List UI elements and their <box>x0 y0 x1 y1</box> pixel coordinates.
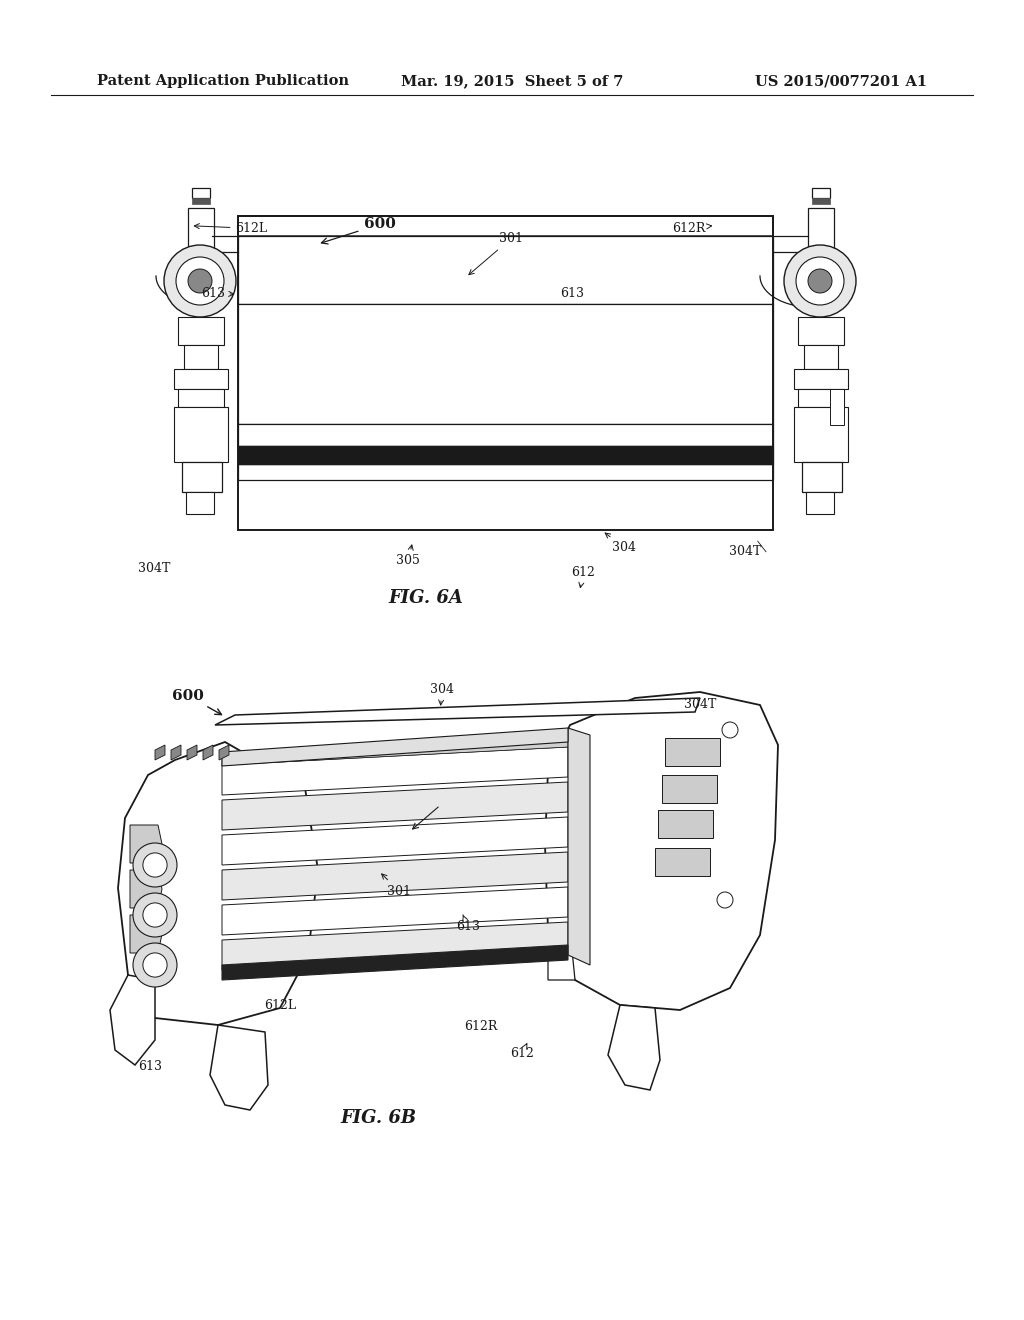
Text: 613: 613 <box>201 286 233 300</box>
Bar <box>808 209 834 263</box>
Circle shape <box>717 892 733 908</box>
Polygon shape <box>608 1005 660 1090</box>
Circle shape <box>188 269 212 293</box>
Polygon shape <box>548 931 575 979</box>
Text: 301: 301 <box>382 874 411 898</box>
Bar <box>174 370 228 389</box>
Circle shape <box>808 269 831 293</box>
Text: 600: 600 <box>172 689 221 714</box>
Bar <box>238 465 773 480</box>
Bar <box>794 370 848 389</box>
Polygon shape <box>222 729 568 766</box>
Polygon shape <box>545 692 778 1010</box>
Text: Mar. 19, 2015  Sheet 5 of 7: Mar. 19, 2015 Sheet 5 of 7 <box>400 74 624 88</box>
Bar <box>238 446 773 465</box>
Polygon shape <box>171 744 181 760</box>
Polygon shape <box>130 915 162 953</box>
Circle shape <box>143 953 167 977</box>
Bar <box>794 407 848 462</box>
Circle shape <box>784 246 856 317</box>
Text: 304T: 304T <box>138 562 171 576</box>
Bar <box>193 198 210 205</box>
Bar <box>178 389 224 407</box>
Polygon shape <box>130 825 162 863</box>
Bar <box>186 492 214 513</box>
Polygon shape <box>568 729 590 965</box>
Polygon shape <box>222 945 568 979</box>
Text: 304: 304 <box>430 682 454 705</box>
Polygon shape <box>222 851 568 900</box>
Text: 612R: 612R <box>464 1020 498 1034</box>
Bar <box>812 198 830 205</box>
Bar <box>178 317 224 345</box>
Polygon shape <box>222 887 568 935</box>
Bar <box>804 345 838 370</box>
Circle shape <box>722 722 738 738</box>
Text: 304T: 304T <box>729 545 762 558</box>
Text: Patent Application Publication: Patent Application Publication <box>97 74 349 88</box>
Polygon shape <box>130 870 162 908</box>
Polygon shape <box>110 975 155 1065</box>
Polygon shape <box>222 781 568 830</box>
Polygon shape <box>222 817 568 865</box>
Text: US 2015/0077201 A1: US 2015/0077201 A1 <box>755 74 927 88</box>
Bar <box>802 462 842 492</box>
Text: 613: 613 <box>456 915 479 933</box>
Bar <box>238 304 773 424</box>
Text: 304: 304 <box>605 533 636 554</box>
Polygon shape <box>203 744 213 760</box>
Polygon shape <box>658 810 713 838</box>
Polygon shape <box>665 738 720 766</box>
Bar <box>174 407 228 462</box>
Bar <box>193 187 210 198</box>
Text: 304T: 304T <box>684 698 717 711</box>
Polygon shape <box>155 744 165 760</box>
Text: FIG. 6B: FIG. 6B <box>341 1109 417 1127</box>
Polygon shape <box>655 847 710 876</box>
Text: 600: 600 <box>322 218 395 244</box>
Circle shape <box>143 903 167 927</box>
Polygon shape <box>118 742 318 1026</box>
Polygon shape <box>215 698 700 725</box>
Bar <box>238 236 773 304</box>
Polygon shape <box>222 739 568 766</box>
Text: 613: 613 <box>138 1060 162 1073</box>
Bar <box>238 424 773 446</box>
Bar <box>238 216 773 531</box>
Bar <box>238 216 773 236</box>
Bar <box>806 492 834 513</box>
Circle shape <box>164 246 236 317</box>
Text: 612L: 612L <box>195 222 267 235</box>
Circle shape <box>133 942 177 987</box>
Text: 613: 613 <box>560 286 584 300</box>
Polygon shape <box>187 744 197 760</box>
Bar <box>798 317 844 345</box>
Circle shape <box>176 257 224 305</box>
Circle shape <box>133 843 177 887</box>
Polygon shape <box>219 744 229 760</box>
Polygon shape <box>222 747 568 795</box>
Text: 612: 612 <box>571 566 595 587</box>
Polygon shape <box>210 1026 268 1110</box>
Circle shape <box>796 257 844 305</box>
Circle shape <box>133 894 177 937</box>
Text: 305: 305 <box>396 545 420 568</box>
Bar <box>184 345 218 370</box>
Text: 612: 612 <box>510 1044 534 1060</box>
Text: FIG. 6A: FIG. 6A <box>388 589 464 607</box>
Text: 612L: 612L <box>264 999 296 1012</box>
Polygon shape <box>662 775 717 803</box>
Circle shape <box>143 853 167 876</box>
Bar <box>798 389 844 407</box>
Text: 301: 301 <box>469 232 522 275</box>
Bar <box>188 209 214 263</box>
Polygon shape <box>222 921 568 970</box>
Bar <box>812 187 830 198</box>
Bar <box>182 462 222 492</box>
Bar <box>830 389 844 425</box>
Text: 612R: 612R <box>672 222 712 235</box>
